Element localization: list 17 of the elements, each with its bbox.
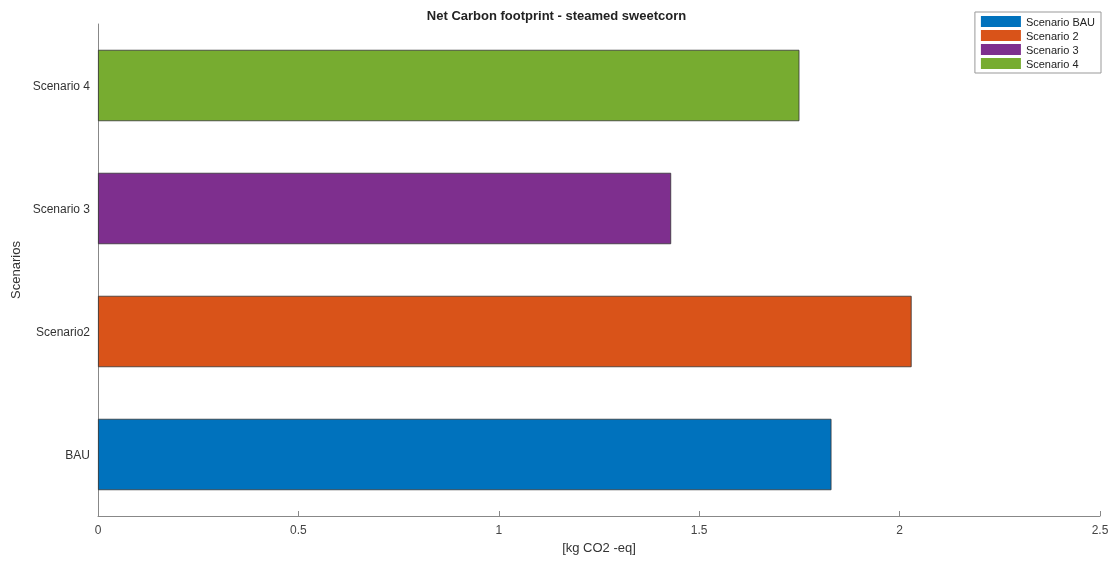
legend-label: Scenario 3 [1025,43,1079,56]
x-tick-label: 1.5 [690,523,708,537]
x-axis-title: [kg CO2 -eq] [562,539,636,555]
x-tick-label: 1 [495,523,503,537]
y-tick-label: Scenario 4 [32,78,91,93]
legend-label: Scenario 4 [1025,57,1079,70]
x-tick-label: 2 [896,523,904,537]
y-tick-label: Scenario 3 [32,201,91,216]
legend-label: Scenario BAU [1025,15,1096,28]
x-tick-label: 0 [94,523,102,537]
y-tick-label: BAU [65,447,90,462]
x-tick-label: 0.5 [290,523,308,537]
chart-title: Net Carbon footprint - steamed sweetcorn [426,8,687,23]
y-tick-label: Scenario2 [35,324,91,339]
x-tick-label: 2.5 [1091,523,1109,537]
legend-label: Scenario 2 [1025,29,1079,42]
y-axis-title: Scenarios [7,240,23,299]
